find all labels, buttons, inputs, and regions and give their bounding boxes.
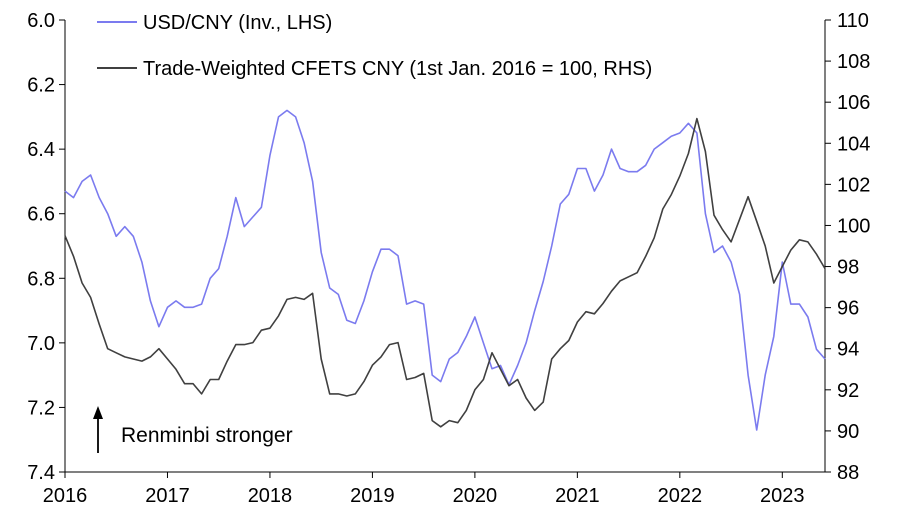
series-lines	[64, 109, 826, 431]
x-tick-label: 2020	[453, 485, 498, 507]
x-tick-label: 2016	[43, 485, 88, 507]
y-left-tick-label: 6.0	[27, 10, 55, 32]
x-tick-label: 2018	[248, 485, 293, 507]
series-line-cfets	[64, 117, 826, 428]
y-left-tick-label: 7.2	[27, 397, 55, 419]
x-tick-label: 2019	[350, 485, 395, 507]
y-right-tick-label: 106	[837, 92, 870, 114]
y-left-tick-label: 7.0	[27, 333, 55, 355]
x-tick-label: 2023	[760, 485, 805, 507]
y-right-tick-label: 90	[837, 421, 859, 443]
legend-label-usdcny: USD/CNY (Inv., LHS)	[143, 12, 332, 34]
y-right-tick-label: 104	[837, 133, 870, 155]
y-right-tick-label: 88	[837, 462, 859, 484]
axes	[59, 19, 831, 478]
y-left-tick-label: 7.4	[27, 462, 55, 484]
y-right-tick-label: 100	[837, 215, 870, 237]
legend-label-cfets: Trade-Weighted CFETS CNY (1st Jan. 2016 …	[143, 58, 652, 80]
y-left-tick-label: 6.4	[27, 139, 55, 161]
series-line-usdcny	[64, 109, 826, 431]
y-right-tick-label: 98	[837, 257, 859, 279]
y-right-tick-label: 92	[837, 380, 859, 402]
y-right-tick-label: 96	[837, 298, 859, 320]
y-right-tick-label: 94	[837, 339, 859, 361]
y-left-tick-label: 6.8	[27, 268, 55, 290]
y-right-tick-label: 110	[837, 10, 869, 32]
legend: USD/CNY (Inv., LHS) Trade-Weighted CFETS…	[97, 12, 652, 80]
y-right-tick-label: 102	[837, 174, 870, 196]
annotation-label: Renminbi stronger	[121, 424, 293, 447]
y-left-tick-label: 6.6	[27, 204, 55, 226]
x-tick-label: 2017	[145, 485, 190, 507]
y-left-tick-label: 6.2	[27, 75, 55, 97]
x-tick-label: 2022	[658, 485, 703, 507]
annotation: Renminbi stronger	[93, 406, 293, 453]
x-tick-label: 2021	[555, 485, 600, 507]
y-right-tick-label: 108	[837, 51, 870, 73]
tick-labels: 6.0 6.2 6.4 6.6 6.8 7.0 7.2 7.4 88 90 92 94 96 98 100 1…	[27, 10, 870, 507]
arrow-up-icon	[93, 406, 103, 419]
